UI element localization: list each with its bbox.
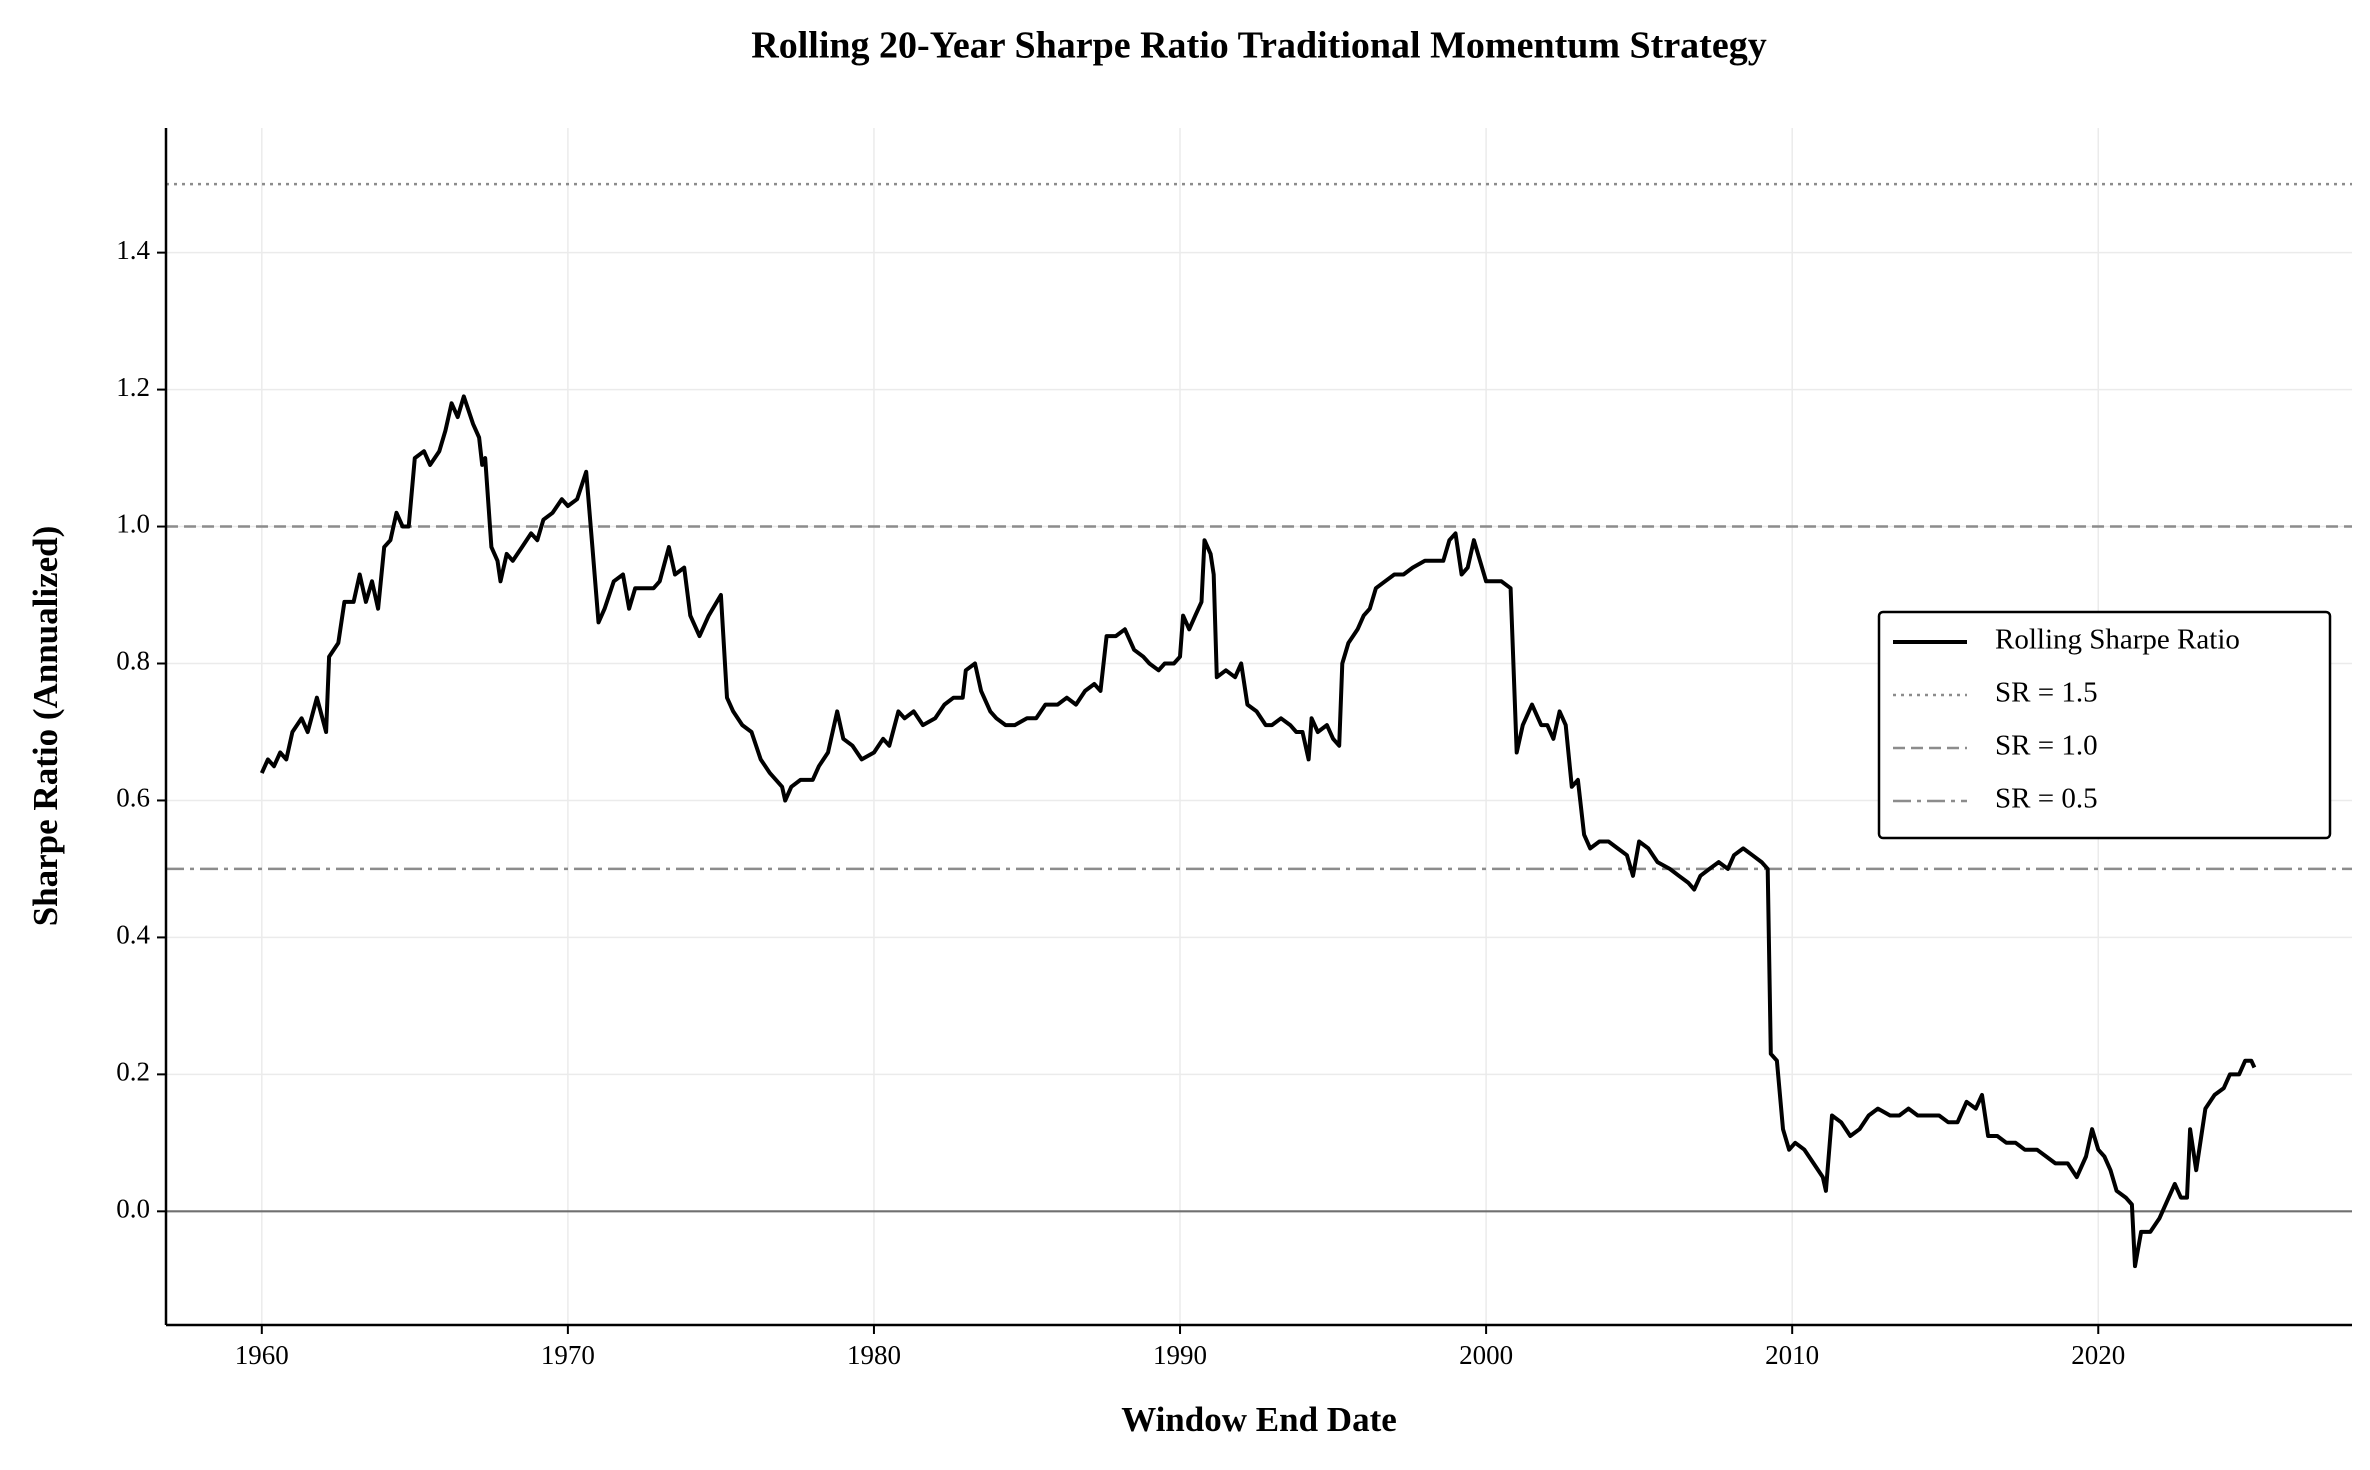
legend-label: Rolling Sharpe Ratio (1995, 624, 2240, 656)
legend-label: SR = 0.5 (1995, 783, 2098, 815)
y-axis-label: Sharpe Ratio (Annualized) (26, 526, 65, 927)
legend-box (1877, 610, 2332, 840)
y-tick-label: 1.0 (116, 509, 150, 539)
legend-label: SR = 1.0 (1995, 730, 2098, 762)
y-tick-label: 0.8 (116, 646, 150, 676)
x-tick-label: 1980 (847, 1340, 901, 1370)
x-tick-label: 1970 (541, 1340, 595, 1370)
legend-label: SR = 1.5 (1995, 677, 2098, 709)
chart-title: Rolling 20-Year Sharpe Ratio Traditional… (751, 25, 1766, 67)
y-tick-label: 0.0 (116, 1194, 150, 1224)
y-tick-label: 0.6 (116, 783, 150, 813)
x-tick-label: 1960 (235, 1340, 289, 1370)
x-axis-label: Window End Date (1121, 1400, 1397, 1439)
series-line (259, 394, 2257, 1269)
y-tick-label: 0.2 (116, 1057, 150, 1087)
x-tick-label: 2000 (1459, 1340, 1513, 1370)
x-tick-label: 1990 (1153, 1340, 1207, 1370)
y-tick-label: 1.2 (116, 372, 150, 402)
y-tick-label: 1.4 (116, 235, 150, 265)
y-tick-label: 0.4 (116, 920, 150, 950)
x-tick-label: 2020 (2071, 1340, 2125, 1370)
x-tick-label: 2010 (1765, 1340, 1819, 1370)
legend: Rolling Sharpe Ratio SR = 1.5 SR = 1.0 SR =… (1877, 610, 2332, 840)
